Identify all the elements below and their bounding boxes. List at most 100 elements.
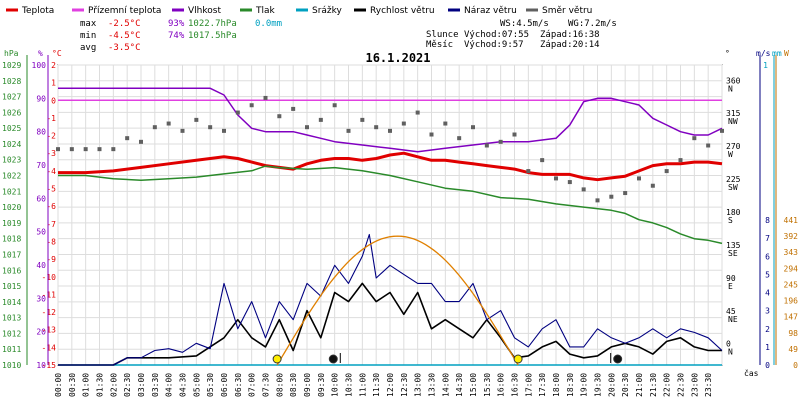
wind-dir-point (595, 198, 600, 203)
axes: hPa% °C1010101110121013101410151016101710… (2, 49, 798, 397)
stats-block: max -2.5°C 93% 1022.7hPa 0.0mm min -4.5°… (80, 19, 282, 53)
wind-dir-point (540, 158, 545, 163)
series-layer (56, 87, 724, 366)
stat-avg-temp: -3.5°C (108, 43, 141, 53)
tick-label-pct: 70 (36, 161, 46, 170)
wind-dir-point (332, 103, 337, 108)
tick-label-degc: -1 (46, 114, 56, 123)
tick-label-ms: 0 (765, 361, 770, 370)
wind-dir-point (83, 147, 88, 152)
chart-title: 16.1.2021 (365, 51, 430, 65)
axis-unit-hpa: hPa (4, 49, 19, 58)
tick-label-x: 01:00 (82, 373, 91, 397)
tick-label-dir-name: S (728, 216, 733, 225)
moon-rise: Východ:9:57 (464, 40, 524, 50)
tick-label-degc: -14 (42, 343, 57, 352)
stat-max-press: 1022.7hPa (188, 19, 237, 29)
wind-dir-point (346, 128, 351, 133)
wind-dir-point (609, 194, 614, 199)
tick-label-degc: -2 (46, 132, 56, 141)
sun-rise: Východ:07:55 (464, 30, 529, 40)
tick-label-x: 18:30 (566, 373, 575, 397)
tick-label-hpa: 1016 (2, 266, 21, 275)
tick-label-x: 13:30 (428, 373, 437, 397)
tick-label-hpa: 1019 (2, 219, 21, 228)
astro-block: WS:4.5m/s WG:7.2m/s Slunce Východ:07:55 … (426, 19, 617, 50)
tick-label-x: 02:30 (123, 373, 132, 397)
tick-label-hpa: 1012 (2, 329, 21, 338)
tick-label-hpa: 1015 (2, 282, 21, 291)
tick-label-degc: 2 (51, 61, 56, 70)
legend-label: Přízemní teplota (88, 6, 161, 16)
tick-label-ms: 3 (765, 307, 770, 316)
tick-label-hpa: 1023 (2, 156, 21, 165)
wind-dir-point (374, 125, 379, 130)
series-line-teplota (58, 151, 723, 182)
stat-avg-label: avg (80, 43, 96, 53)
tick-label-degc: -10 (42, 273, 57, 282)
wind-dir-point (360, 117, 365, 122)
tick-label-x: 04:00 (165, 373, 174, 397)
axis-unit-mm: mm (772, 49, 782, 58)
tick-label-hpa: 1025 (2, 124, 21, 133)
tick-label-w: 196 (784, 297, 799, 306)
tick-label-x: 08:00 (275, 373, 284, 397)
tick-label-w: 98 (788, 329, 798, 338)
moon-set: Západ:20:14 (540, 40, 600, 50)
tick-label-pct: 80 (36, 128, 46, 137)
markers-layer (272, 353, 623, 364)
tick-label-x: 12:00 (386, 373, 395, 397)
wind-dir-point (484, 143, 489, 148)
tick-label-degc: -9 (46, 255, 56, 264)
legend-label: Náraz větru (464, 6, 517, 16)
tick-label-pct: 20 (36, 328, 46, 337)
stat-min-label: min (80, 31, 96, 41)
wind-speed-info: WS:4.5m/s (500, 19, 549, 29)
tick-label-degc: 1 (51, 79, 56, 88)
wind-dir-point (388, 128, 392, 133)
wind-dir-point (235, 110, 240, 115)
wind-dir-point (526, 169, 531, 174)
tick-label-x: 05:30 (206, 373, 215, 397)
tick-label-ms: 5 (765, 270, 770, 279)
tick-label-x: 00:30 (68, 373, 77, 397)
tick-label-x: 21:30 (649, 373, 658, 397)
wind-dir-point (249, 103, 254, 108)
wind-dir-point (194, 117, 199, 122)
tick-label-x: 15:30 (483, 373, 492, 397)
tick-label-w: 294 (784, 264, 799, 273)
wind-dir-point (139, 139, 143, 144)
axis-unit-ms: m/s (756, 49, 771, 58)
tick-label-dir: 135 (726, 241, 741, 250)
tick-label-hpa: 1011 (2, 345, 21, 354)
tick-label-dir-name: NE (728, 315, 738, 324)
wind-dir-point (152, 125, 157, 130)
tick-label-x: 20:00 (607, 373, 616, 397)
tick-label-w: 441 (784, 216, 799, 225)
series-line-solar (276, 235, 519, 366)
tick-label-x: 19:30 (594, 373, 603, 397)
tick-label-x: 10:30 (345, 373, 354, 397)
moon-label: Měsíc (426, 40, 453, 50)
wind-dir-point (664, 169, 669, 174)
tick-label-w: 245 (784, 280, 799, 289)
tick-label-degc: -3 (46, 149, 56, 158)
wind-dir-point (498, 139, 503, 144)
tick-label-degc: -6 (46, 202, 56, 211)
wind-dir-point (637, 176, 641, 181)
tick-label-hpa: 1027 (2, 93, 21, 102)
tick-label-ms: 2 (765, 325, 770, 334)
tick-label-degc: -5 (46, 185, 56, 194)
wind-dir-point (692, 136, 697, 141)
tick-label-dir-name: N (728, 348, 733, 357)
tick-label-x: 18:00 (552, 373, 561, 397)
wind-dir-point (706, 143, 711, 148)
wind-dir-point (69, 147, 74, 152)
tick-label-pct: 90 (36, 94, 46, 103)
wind-dir-point (318, 117, 323, 122)
tick-label-hpa: 1010 (2, 361, 21, 370)
wind-dir-point (581, 187, 586, 192)
wind-dir-point (97, 147, 102, 152)
tick-label-dir: 315 (726, 109, 741, 118)
wind-dir-point (166, 121, 171, 126)
